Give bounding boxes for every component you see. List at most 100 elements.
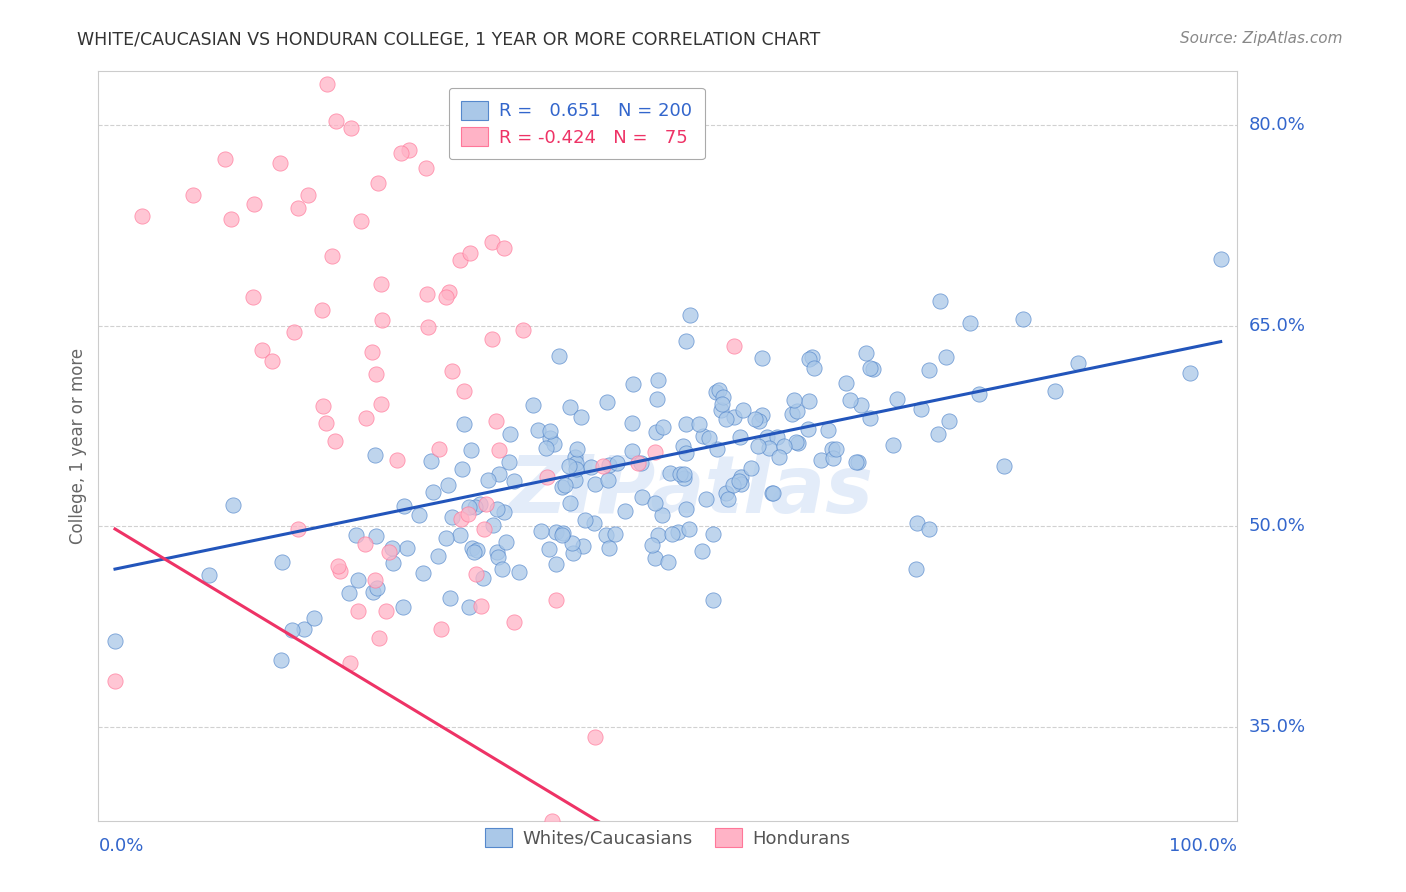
Point (571, 409, 593, 424)
Point (929, 293, 952, 308)
Point (458, 599, 481, 614)
Point (536, 442, 558, 456)
Point (758, 441, 780, 455)
Point (494, 505, 516, 519)
Point (810, 453, 832, 467)
Text: WHITE/CAUCASIAN VS HONDURAN COLLEGE, 1 YEAR OR MORE CORRELATION CHART: WHITE/CAUCASIAN VS HONDURAN COLLEGE, 1 Y… (77, 31, 821, 49)
Point (427, 549, 450, 563)
Point (530, 524, 553, 539)
Point (565, 442, 588, 456)
Point (422, 484, 444, 499)
Point (392, 599, 415, 614)
Point (659, 467, 682, 481)
Point (312, 399, 335, 413)
Point (378, 545, 401, 559)
Point (704, 384, 727, 399)
Point (560, 400, 582, 414)
Point (823, 451, 845, 466)
Point (551, 525, 574, 540)
Point (485, 414, 508, 428)
Point (415, 287, 437, 301)
Point (486, 501, 509, 516)
Point (382, 557, 405, 571)
Point (339, 121, 361, 136)
Text: ZIPatlas: ZIPatlas (508, 452, 873, 530)
Text: 50.0%: 50.0% (1249, 517, 1305, 535)
Point (392, 499, 415, 513)
Point (183, 188, 205, 202)
Point (679, 309, 702, 323)
Point (498, 455, 520, 469)
Point (546, 557, 568, 571)
Point (621, 376, 644, 391)
Point (690, 543, 713, 558)
Point (564, 450, 586, 464)
Point (862, 362, 884, 376)
Point (219, 212, 242, 227)
Point (222, 498, 245, 512)
Point (482, 517, 505, 532)
Point (630, 490, 652, 504)
Point (347, 604, 370, 618)
Point (463, 544, 485, 558)
Point (558, 459, 581, 474)
Point (536, 470, 558, 484)
Point (370, 396, 392, 410)
Point (325, 434, 347, 448)
Point (747, 439, 769, 453)
Point (626, 457, 648, 471)
Point (488, 467, 510, 482)
Point (481, 332, 503, 346)
Point (582, 516, 605, 530)
Point (430, 622, 453, 636)
Point (730, 477, 752, 491)
Point (768, 450, 790, 464)
Point (935, 350, 957, 364)
Point (470, 599, 492, 614)
Point (574, 513, 596, 527)
Point (464, 500, 486, 515)
Point (104, 634, 127, 648)
Point (136, 37, 159, 52)
Point (751, 351, 773, 366)
Point (657, 555, 679, 569)
Y-axis label: College, 1 year or more: College, 1 year or more (69, 348, 87, 544)
Point (1043, 384, 1066, 398)
Point (748, 414, 770, 428)
Point (450, 511, 472, 525)
Point (508, 565, 530, 579)
Point (347, 573, 370, 587)
Point (367, 631, 389, 645)
Point (797, 422, 820, 436)
Point (262, 354, 284, 368)
Point (938, 414, 960, 428)
Point (302, 611, 325, 625)
Point (886, 392, 908, 407)
Point (550, 480, 572, 494)
Point (780, 407, 803, 421)
Point (695, 491, 717, 506)
Point (364, 448, 387, 462)
Point (242, 290, 264, 304)
Point (538, 541, 561, 556)
Point (481, 235, 503, 249)
Point (270, 653, 292, 667)
Text: 0.0%: 0.0% (98, 837, 143, 855)
Point (451, 462, 474, 476)
Point (797, 351, 820, 366)
Point (728, 430, 751, 444)
Point (363, 585, 385, 599)
Point (337, 586, 360, 600)
Point (412, 566, 434, 580)
Point (641, 538, 664, 552)
Point (381, 541, 404, 556)
Point (526, 423, 548, 437)
Point (918, 363, 941, 377)
Point (711, 390, 734, 404)
Point (441, 510, 464, 524)
Point (354, 537, 377, 551)
Point (572, 540, 595, 554)
Point (439, 591, 461, 605)
Point (583, 730, 606, 744)
Point (458, 246, 481, 260)
